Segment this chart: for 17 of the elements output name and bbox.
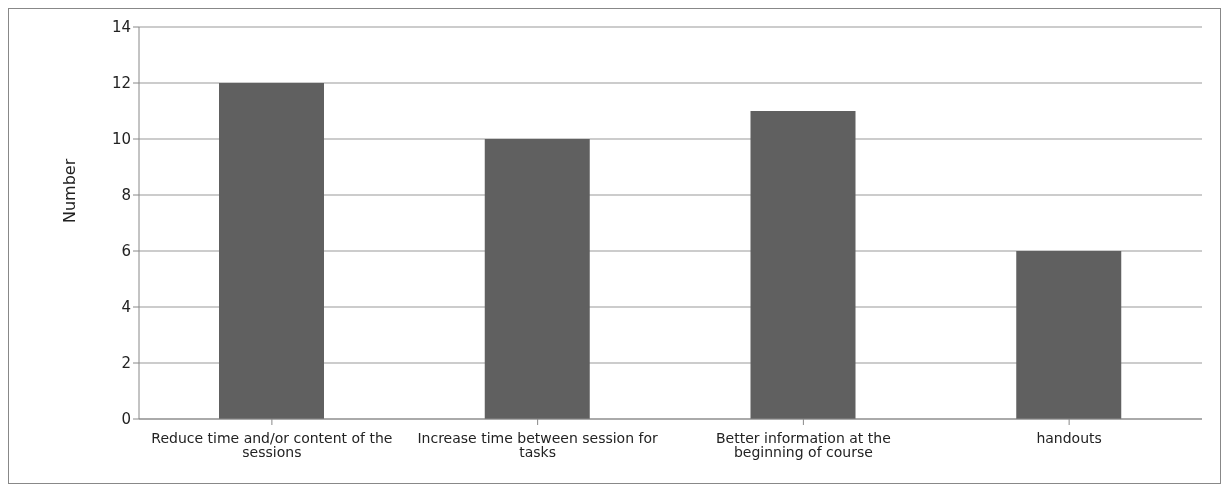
bar bbox=[750, 111, 856, 419]
y-tick-label: 6 bbox=[121, 242, 131, 261]
bar bbox=[484, 139, 590, 419]
y-tick-label: 12 bbox=[111, 74, 131, 93]
y-axis-title: Number bbox=[59, 158, 79, 223]
y-tick-label: 14 bbox=[111, 18, 131, 37]
x-tick-label: Reduce time and/or content of the sessions bbox=[151, 429, 393, 460]
bar bbox=[1016, 251, 1122, 419]
y-tick-label: 2 bbox=[121, 354, 131, 373]
x-tick-label: Increase time between session for tasks bbox=[417, 429, 659, 460]
y-tick-label: 8 bbox=[121, 186, 131, 205]
y-tick-label: 0 bbox=[121, 410, 131, 429]
x-tick-label: Better information at the beginning of course bbox=[715, 429, 891, 460]
y-tick-label: 4 bbox=[121, 298, 131, 317]
bar bbox=[219, 83, 324, 419]
y-tick-label: 10 bbox=[111, 130, 131, 149]
x-tick-label: handouts bbox=[1036, 429, 1102, 446]
